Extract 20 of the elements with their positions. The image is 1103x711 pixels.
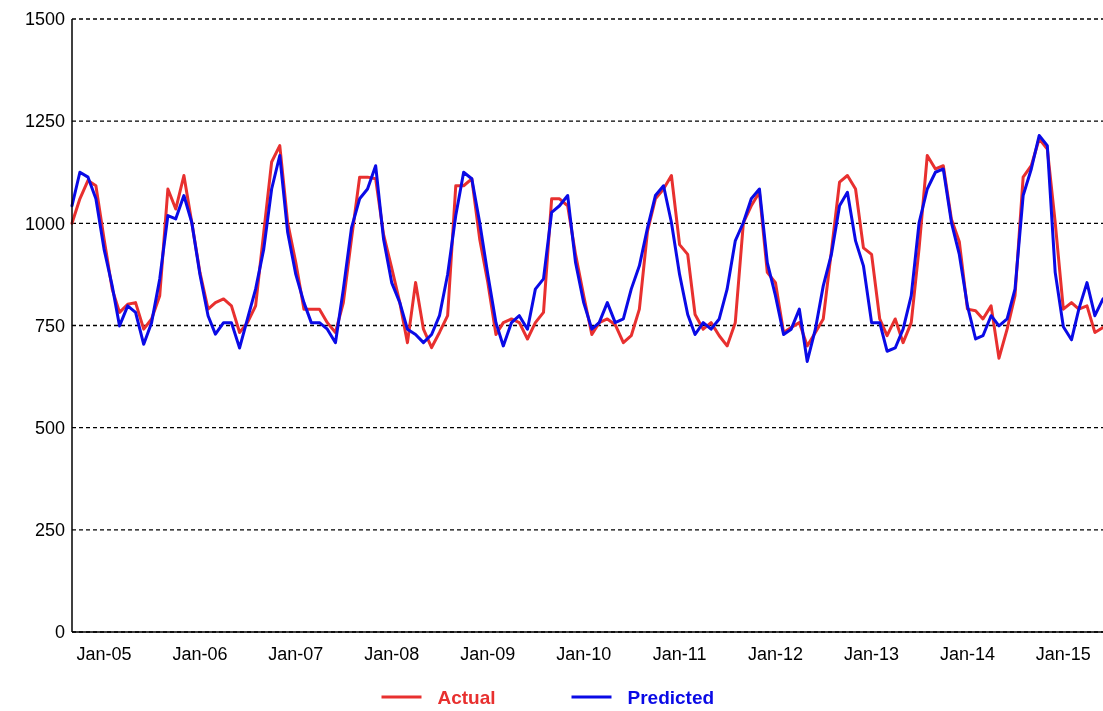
legend-label: Predicted [627, 686, 715, 708]
x-tick-label: Jan-07 [268, 644, 324, 664]
y-tick-label: 0 [54, 622, 65, 643]
y-tick-label: 500 [34, 417, 65, 438]
y-tick-label: 250 [34, 520, 65, 541]
x-tick-label: Jan-09 [460, 644, 516, 664]
x-tick-label: Jan-05 [76, 644, 132, 664]
x-tick-label: Jan-08 [364, 644, 420, 664]
y-tick-label: 1500 [24, 9, 65, 30]
x-tick-label: Jan-11 [652, 644, 707, 664]
x-tick-label: Jan-15 [1035, 644, 1091, 664]
x-tick-label: Jan-13 [844, 644, 900, 664]
y-tick-label: 750 [34, 315, 65, 336]
x-tick-label: Jan-06 [172, 644, 228, 664]
y-tick-label: 1250 [24, 111, 65, 132]
x-tick-label: Jan-12 [747, 644, 803, 664]
legend-label: Actual [437, 686, 496, 708]
x-tick-label: Jan-14 [939, 644, 995, 664]
y-tick-label: 1000 [24, 213, 65, 234]
x-tick-label: Jan-10 [556, 644, 612, 664]
